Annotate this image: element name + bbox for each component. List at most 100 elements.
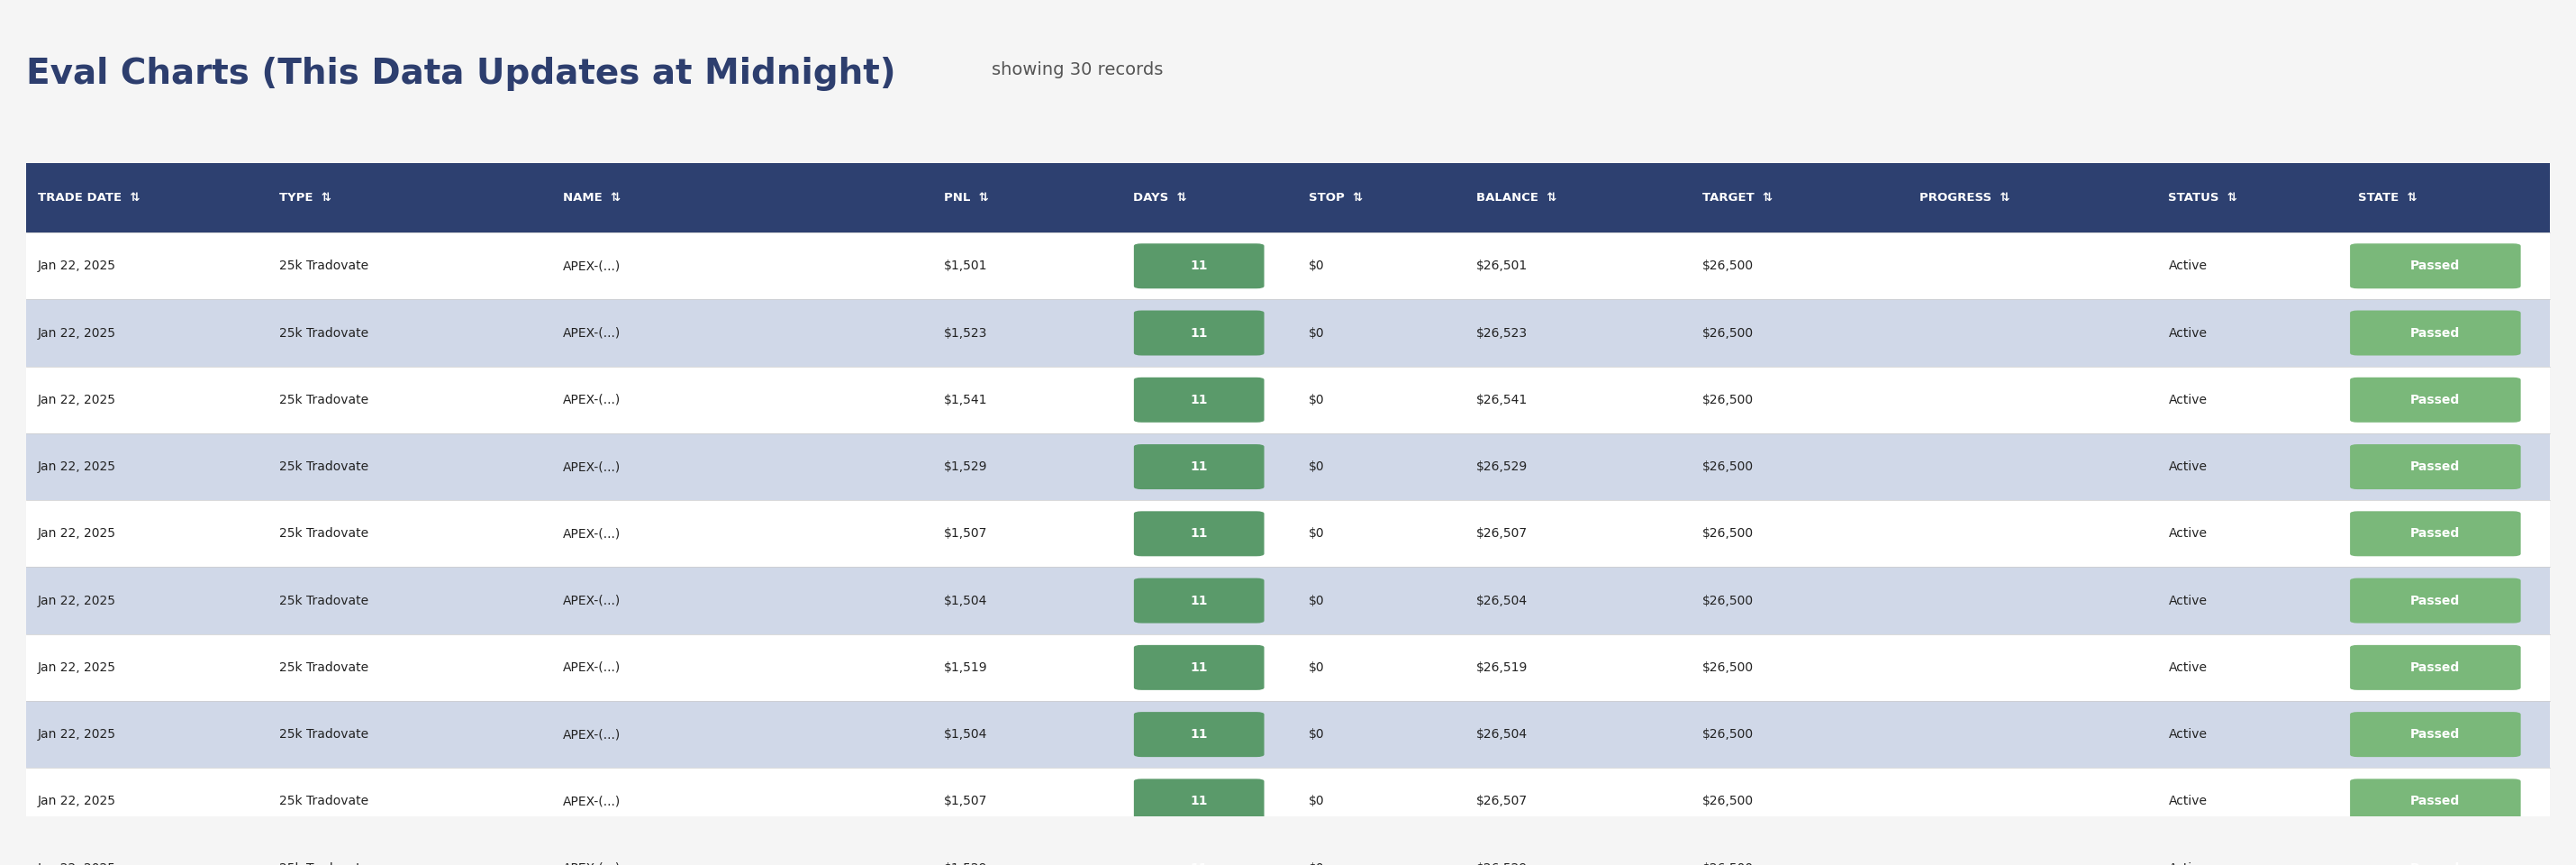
- Text: APEX-(...): APEX-(...): [562, 394, 621, 407]
- Text: Active: Active: [2169, 795, 2208, 808]
- FancyBboxPatch shape: [1133, 712, 1265, 757]
- Text: 25k Tradovate: 25k Tradovate: [278, 728, 368, 740]
- Text: $26,504: $26,504: [1476, 728, 1528, 740]
- Text: Passed: Passed: [2411, 327, 2460, 339]
- Text: Passed: Passed: [2411, 528, 2460, 540]
- Text: $26,500: $26,500: [1703, 460, 1754, 473]
- Text: Passed: Passed: [2411, 862, 2460, 865]
- FancyBboxPatch shape: [2349, 445, 2522, 490]
- Text: APEX-(...): APEX-(...): [562, 862, 621, 865]
- Text: 11: 11: [1190, 528, 1208, 540]
- Text: APEX-(...): APEX-(...): [562, 728, 621, 740]
- FancyBboxPatch shape: [1133, 244, 1265, 289]
- Text: Passed: Passed: [2411, 460, 2460, 473]
- Text: $0: $0: [1309, 661, 1324, 674]
- Text: 11: 11: [1190, 394, 1208, 407]
- Text: Active: Active: [2169, 661, 2208, 674]
- Bar: [26, 835, 2550, 865]
- Text: $1,529: $1,529: [943, 460, 987, 473]
- Text: $1,504: $1,504: [943, 594, 987, 607]
- Text: BALANCE  ⇅: BALANCE ⇅: [1476, 192, 1556, 204]
- Text: Passed: Passed: [2411, 594, 2460, 607]
- Text: Jan 22, 2025: Jan 22, 2025: [39, 795, 116, 808]
- Text: $26,529: $26,529: [1476, 460, 1528, 473]
- Text: APEX-(...): APEX-(...): [562, 661, 621, 674]
- Text: $26,504: $26,504: [1476, 594, 1528, 607]
- Text: $0: $0: [1309, 460, 1324, 473]
- Text: APEX-(...): APEX-(...): [562, 795, 621, 808]
- Text: Passed: Passed: [2411, 661, 2460, 674]
- FancyBboxPatch shape: [2349, 511, 2522, 556]
- Text: 25k Tradovate: 25k Tradovate: [278, 394, 368, 407]
- Text: Passed: Passed: [2411, 795, 2460, 808]
- Text: APEX-(...): APEX-(...): [562, 528, 621, 540]
- Text: Jan 22, 2025: Jan 22, 2025: [39, 728, 116, 740]
- FancyBboxPatch shape: [2349, 712, 2522, 757]
- Text: Jan 22, 2025: Jan 22, 2025: [39, 327, 116, 339]
- Bar: [26, 768, 2550, 835]
- Text: Jan 22, 2025: Jan 22, 2025: [39, 460, 116, 473]
- Text: Jan 22, 2025: Jan 22, 2025: [39, 661, 116, 674]
- Text: 11: 11: [1190, 460, 1208, 473]
- Text: $26,500: $26,500: [1703, 795, 1754, 808]
- Bar: [26, 701, 2550, 768]
- FancyBboxPatch shape: [1133, 511, 1265, 556]
- Bar: [26, 433, 2550, 500]
- Text: $1,541: $1,541: [943, 394, 987, 407]
- Text: Jan 22, 2025: Jan 22, 2025: [39, 260, 116, 272]
- Text: 11: 11: [1190, 327, 1208, 339]
- Text: $26,500: $26,500: [1703, 728, 1754, 740]
- Text: Jan 22, 2025: Jan 22, 2025: [39, 394, 116, 407]
- Text: DAYS  ⇅: DAYS ⇅: [1133, 192, 1188, 204]
- Text: Jan 22, 2025: Jan 22, 2025: [39, 862, 116, 865]
- Bar: [26, 500, 2550, 567]
- Text: 25k Tradovate: 25k Tradovate: [278, 260, 368, 272]
- FancyBboxPatch shape: [2349, 377, 2522, 422]
- Text: 25k Tradovate: 25k Tradovate: [278, 594, 368, 607]
- Text: TARGET  ⇅: TARGET ⇅: [1703, 192, 1772, 204]
- FancyBboxPatch shape: [2349, 578, 2522, 623]
- Text: 25k Tradovate: 25k Tradovate: [278, 528, 368, 540]
- Text: APEX-(...): APEX-(...): [562, 327, 621, 339]
- Text: $26,523: $26,523: [1476, 327, 1528, 339]
- Text: Passed: Passed: [2411, 394, 2460, 407]
- Text: 11: 11: [1190, 728, 1208, 740]
- Text: $0: $0: [1309, 327, 1324, 339]
- Text: 11: 11: [1190, 795, 1208, 808]
- Text: $26,519: $26,519: [1476, 661, 1528, 674]
- FancyBboxPatch shape: [1133, 778, 1265, 823]
- Text: 25k Tradovate: 25k Tradovate: [278, 661, 368, 674]
- Bar: [26, 367, 2550, 433]
- FancyBboxPatch shape: [2349, 778, 2522, 823]
- Text: STATUS  ⇅: STATUS ⇅: [2169, 192, 2239, 204]
- Bar: [26, 163, 2550, 233]
- Text: $26,507: $26,507: [1476, 795, 1528, 808]
- Text: Active: Active: [2169, 728, 2208, 740]
- Text: Active: Active: [2169, 327, 2208, 339]
- FancyBboxPatch shape: [1133, 311, 1265, 356]
- Text: Active: Active: [2169, 394, 2208, 407]
- Text: $26,500: $26,500: [1703, 862, 1754, 865]
- Text: Active: Active: [2169, 460, 2208, 473]
- FancyBboxPatch shape: [1133, 645, 1265, 690]
- Text: 25k Tradovate: 25k Tradovate: [278, 327, 368, 339]
- Text: $1,507: $1,507: [943, 795, 987, 808]
- Text: $0: $0: [1309, 528, 1324, 540]
- Bar: [26, 299, 2550, 367]
- Text: $0: $0: [1309, 795, 1324, 808]
- Bar: [26, 233, 2550, 299]
- Text: Jan 22, 2025: Jan 22, 2025: [39, 528, 116, 540]
- Text: 25k Tradovate: 25k Tradovate: [278, 862, 368, 865]
- Text: TYPE  ⇅: TYPE ⇅: [278, 192, 332, 204]
- Text: $1,507: $1,507: [943, 528, 987, 540]
- Text: $1,529: $1,529: [943, 862, 987, 865]
- Text: NAME  ⇅: NAME ⇅: [562, 192, 621, 204]
- Text: $26,500: $26,500: [1703, 394, 1754, 407]
- Text: STATE  ⇅: STATE ⇅: [2357, 192, 2416, 204]
- Text: 11: 11: [1190, 594, 1208, 607]
- Text: Eval Charts (This Data Updates at Midnight): Eval Charts (This Data Updates at Midnig…: [26, 57, 896, 92]
- Text: PNL  ⇅: PNL ⇅: [943, 192, 989, 204]
- FancyBboxPatch shape: [2349, 244, 2522, 289]
- Text: Jan 22, 2025: Jan 22, 2025: [39, 594, 116, 607]
- Text: $26,529: $26,529: [1476, 862, 1528, 865]
